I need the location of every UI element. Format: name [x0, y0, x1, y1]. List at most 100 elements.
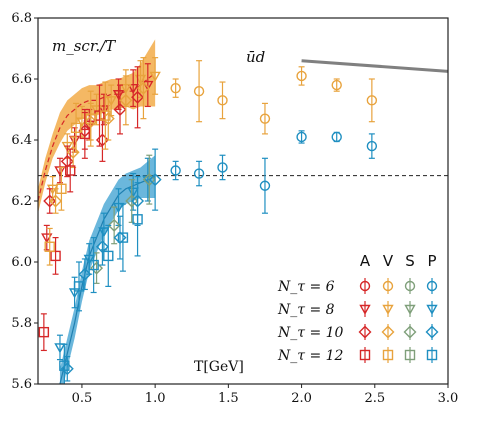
data-point — [132, 214, 143, 225]
series-9 — [38, 84, 105, 352]
data-point — [79, 128, 91, 140]
data-point — [88, 259, 99, 271]
data-point — [217, 162, 228, 173]
legend-marker — [426, 280, 438, 292]
data-point — [217, 95, 228, 106]
data-point — [259, 180, 271, 191]
data-point — [296, 70, 307, 82]
data-point — [113, 103, 127, 116]
data-point — [107, 218, 121, 232]
y-tick-label: 6.4 — [11, 133, 32, 148]
data-point — [85, 113, 96, 124]
legend-marker — [358, 325, 372, 339]
legend-marker — [382, 280, 394, 292]
x-tick-label: 2.5 — [364, 391, 385, 406]
data-point — [331, 131, 342, 143]
series-11 — [59, 182, 143, 384]
data-point — [193, 168, 205, 179]
data-point — [78, 267, 92, 281]
data-point — [366, 140, 378, 152]
data-point — [83, 120, 95, 131]
data-point — [127, 83, 139, 95]
data-point — [112, 90, 125, 101]
legend-marker — [404, 349, 416, 361]
x-axis-label: T[GeV] — [194, 359, 244, 375]
legend-marker — [426, 304, 438, 315]
data-point — [113, 231, 127, 245]
data-point — [134, 74, 147, 85]
data-point — [95, 240, 109, 254]
legend-marker — [359, 280, 371, 292]
legend-marker — [382, 349, 394, 361]
data-point — [100, 110, 111, 121]
data-point — [41, 233, 53, 244]
legend-marker — [404, 280, 416, 292]
data-point — [103, 250, 114, 262]
data-point — [149, 71, 161, 82]
data-point — [66, 145, 80, 159]
data-point — [296, 131, 307, 143]
data-point — [331, 79, 342, 91]
data-point — [127, 187, 139, 198]
data-point — [60, 154, 74, 168]
data-point — [65, 165, 76, 176]
data-point — [76, 117, 88, 128]
legend-row-label: N_τ = 6 — [277, 279, 335, 295]
data-point — [170, 165, 181, 176]
x-tick-label: 1.5 — [218, 391, 239, 406]
data-point — [50, 250, 61, 262]
data-point — [193, 85, 205, 97]
legend-column-P: P — [427, 252, 436, 270]
legend-marker — [403, 325, 417, 339]
data-point — [44, 241, 55, 252]
channel-label: ūd — [246, 48, 265, 66]
data-points — [38, 57, 378, 384]
data-point — [119, 93, 133, 107]
data-point — [366, 95, 378, 106]
data-point — [98, 105, 110, 116]
data-point — [43, 194, 57, 208]
data-point — [125, 194, 139, 208]
x-tick-label: 2.0 — [291, 391, 312, 406]
legend-column-A: A — [360, 252, 371, 270]
legend-marker — [426, 349, 438, 361]
legend-marker — [381, 325, 395, 339]
data-point — [90, 261, 104, 275]
data-point — [136, 81, 150, 95]
legend-marker — [425, 325, 439, 339]
free-theory-line — [301, 59, 449, 73]
legend: A V S P N_τ = 6 N_τ = 8 N_τ = 10 N_τ = 12 — [277, 252, 439, 364]
series-10 — [44, 81, 111, 266]
legend-marker — [404, 304, 416, 315]
series-1 — [170, 130, 378, 214]
x-tick-label: 0.5 — [72, 391, 93, 406]
data-point — [49, 194, 63, 208]
x-tick-label: 1.0 — [145, 391, 166, 406]
y-tick-label: 5.6 — [11, 377, 32, 392]
data-point — [148, 173, 162, 187]
legend-row-label: N_τ = 8 — [277, 302, 335, 318]
legend-row-label: N_τ = 12 — [277, 348, 344, 364]
y-tick-label: 6.0 — [11, 255, 32, 270]
y-tick-label: 5.8 — [11, 316, 32, 331]
data-point — [131, 90, 145, 104]
data-point — [56, 183, 67, 195]
data-point — [59, 360, 70, 371]
x-tick-label: 3.0 — [438, 391, 459, 406]
legend-marker — [382, 304, 394, 315]
series-0 — [170, 60, 378, 135]
plot-frame — [37, 17, 449, 385]
data-point — [117, 232, 129, 243]
data-point — [73, 281, 85, 292]
data-point — [60, 362, 74, 376]
legend-row-label: N_τ = 10 — [277, 325, 344, 341]
y-tick-label: 6.8 — [11, 11, 32, 26]
legend-marker — [359, 349, 371, 361]
data-point — [70, 122, 82, 134]
data-point — [259, 113, 271, 124]
legend-column-V: V — [383, 252, 394, 270]
y-tick-label: 6.6 — [11, 72, 32, 87]
legend-marker — [359, 304, 371, 315]
legend-column-S: S — [405, 252, 415, 270]
